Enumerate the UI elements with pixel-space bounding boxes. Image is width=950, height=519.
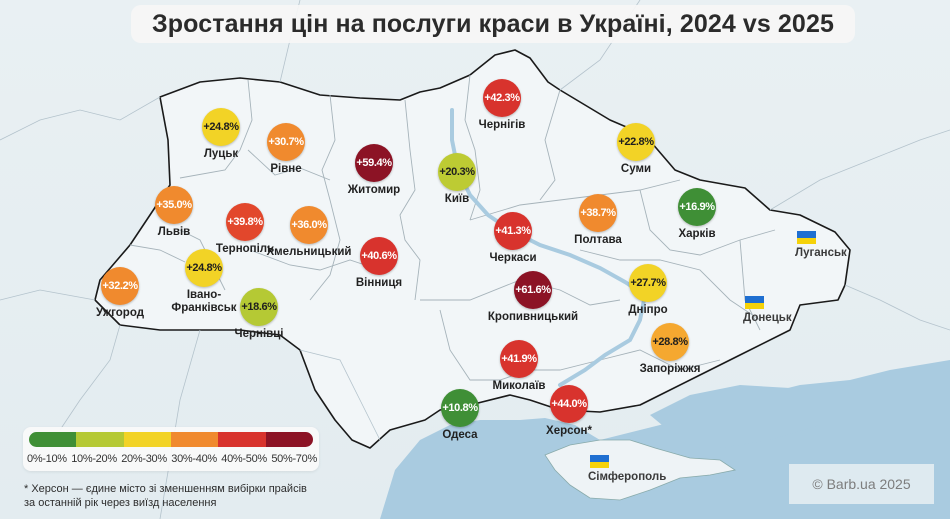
- footnote-line-1: * Херсон — єдине місто зі зменшенням виб…: [24, 483, 307, 495]
- city-label: Рівне: [270, 163, 302, 175]
- city-label: Миколаїв: [492, 380, 546, 392]
- legend-label: 20%-30%: [121, 453, 167, 465]
- city-label: Суми: [620, 163, 652, 175]
- city-label: Одеса: [442, 429, 478, 441]
- occupied-city-label: Донецьк: [743, 312, 792, 324]
- footnote: * Херсон — єдине місто зі зменшенням виб…: [24, 482, 307, 510]
- value-bubble: +41.3%: [494, 212, 532, 250]
- legend-label: 30%-40%: [171, 453, 217, 465]
- legend-label: 50%-70%: [271, 453, 317, 465]
- city-label: Кропивницький: [487, 311, 579, 323]
- city-label: Харків: [678, 228, 716, 240]
- city-label: Полтава: [574, 234, 622, 246]
- value-bubble: +18.6%: [240, 288, 278, 326]
- legend-swatch-10-20: [76, 432, 124, 447]
- occupied-city-label: Луганськ: [795, 247, 847, 259]
- city-label: Київ: [444, 193, 470, 205]
- value-bubble: +39.8%: [226, 203, 264, 241]
- legend-swatch-0-10: [29, 432, 77, 447]
- value-bubble: +44.0%: [550, 385, 588, 423]
- ukraine-flag-icon: [590, 455, 609, 468]
- legend-label: 40%-50%: [221, 453, 267, 465]
- city-label: Луцьк: [203, 148, 239, 160]
- value-bubble: +59.4%: [355, 144, 393, 182]
- ukraine-flag-icon: [745, 296, 764, 309]
- copyright-watermark: © Barb.ua 2025: [789, 464, 934, 504]
- legend-color-scale: [29, 432, 313, 447]
- city-label-line: Івано-: [186, 289, 222, 301]
- city-label: Черкаси: [489, 252, 537, 264]
- city-label: Житомир: [347, 184, 401, 196]
- legend-label: 10%-20%: [71, 453, 117, 465]
- city-label: Чернівці: [234, 328, 284, 340]
- city-label: Львів: [157, 226, 191, 238]
- copyright-text: © Barb.ua 2025: [812, 476, 911, 492]
- ukraine-flag-icon: [797, 231, 816, 244]
- title-banner: Зростання цін на послуги краси в Україні…: [131, 5, 855, 43]
- city-label: Чернігів: [478, 119, 526, 131]
- value-bubble: +10.8%: [441, 389, 479, 427]
- value-bubble: +24.8%: [185, 249, 223, 287]
- legend-swatch-20-30: [123, 432, 171, 447]
- city-label: Вінниця: [355, 277, 403, 289]
- value-bubble: +38.7%: [579, 194, 617, 232]
- legend-label: 0%-10%: [27, 453, 67, 465]
- value-bubble: +40.6%: [360, 237, 398, 275]
- footnote-line-2: за останній рік через виїзд населення: [24, 497, 217, 509]
- azov-sea: [650, 385, 845, 448]
- value-bubble: +28.8%: [651, 323, 689, 361]
- legend-swatch-30-40: [170, 432, 219, 447]
- city-label-line: Франківськ: [171, 302, 237, 314]
- value-bubble: +41.9%: [500, 340, 538, 378]
- value-bubble: +35.0%: [155, 186, 193, 224]
- value-bubble: +42.3%: [483, 79, 521, 117]
- value-bubble: +22.8%: [617, 123, 655, 161]
- legend-swatch-40-50: [218, 432, 266, 447]
- value-bubble: +20.3%: [438, 153, 476, 191]
- city-label: Дніпро: [628, 304, 668, 316]
- city-label: Івано- Франківськ: [171, 289, 236, 315]
- value-bubble: +24.8%: [202, 108, 240, 146]
- city-label: Тернопіль: [215, 243, 275, 255]
- value-bubble: +32.2%: [101, 267, 139, 305]
- value-bubble: +36.0%: [290, 206, 328, 244]
- occupied-city-label: Сімферополь: [588, 471, 667, 483]
- page-title: Зростання цін на послуги краси в Україні…: [152, 9, 834, 38]
- color-legend: 0%-10% 10%-20% 20%-30% 30%-40% 40%-50% 5…: [23, 427, 319, 471]
- city-label: Хмельницький: [266, 246, 352, 258]
- value-bubble: +61.6%: [514, 271, 552, 309]
- legend-swatch-50-70: [265, 432, 313, 447]
- value-bubble: +16.9%: [678, 188, 716, 226]
- value-bubble: +27.7%: [629, 264, 667, 302]
- legend-labels: 0%-10% 10%-20% 20%-30% 30%-40% 40%-50% 5…: [27, 453, 317, 465]
- city-label: Херсон*: [546, 425, 592, 437]
- value-bubble: +30.7%: [267, 123, 305, 161]
- city-label: Ужгород: [95, 307, 145, 319]
- oblast-borders: [129, 74, 776, 381]
- city-label: Запоріжжя: [639, 363, 701, 375]
